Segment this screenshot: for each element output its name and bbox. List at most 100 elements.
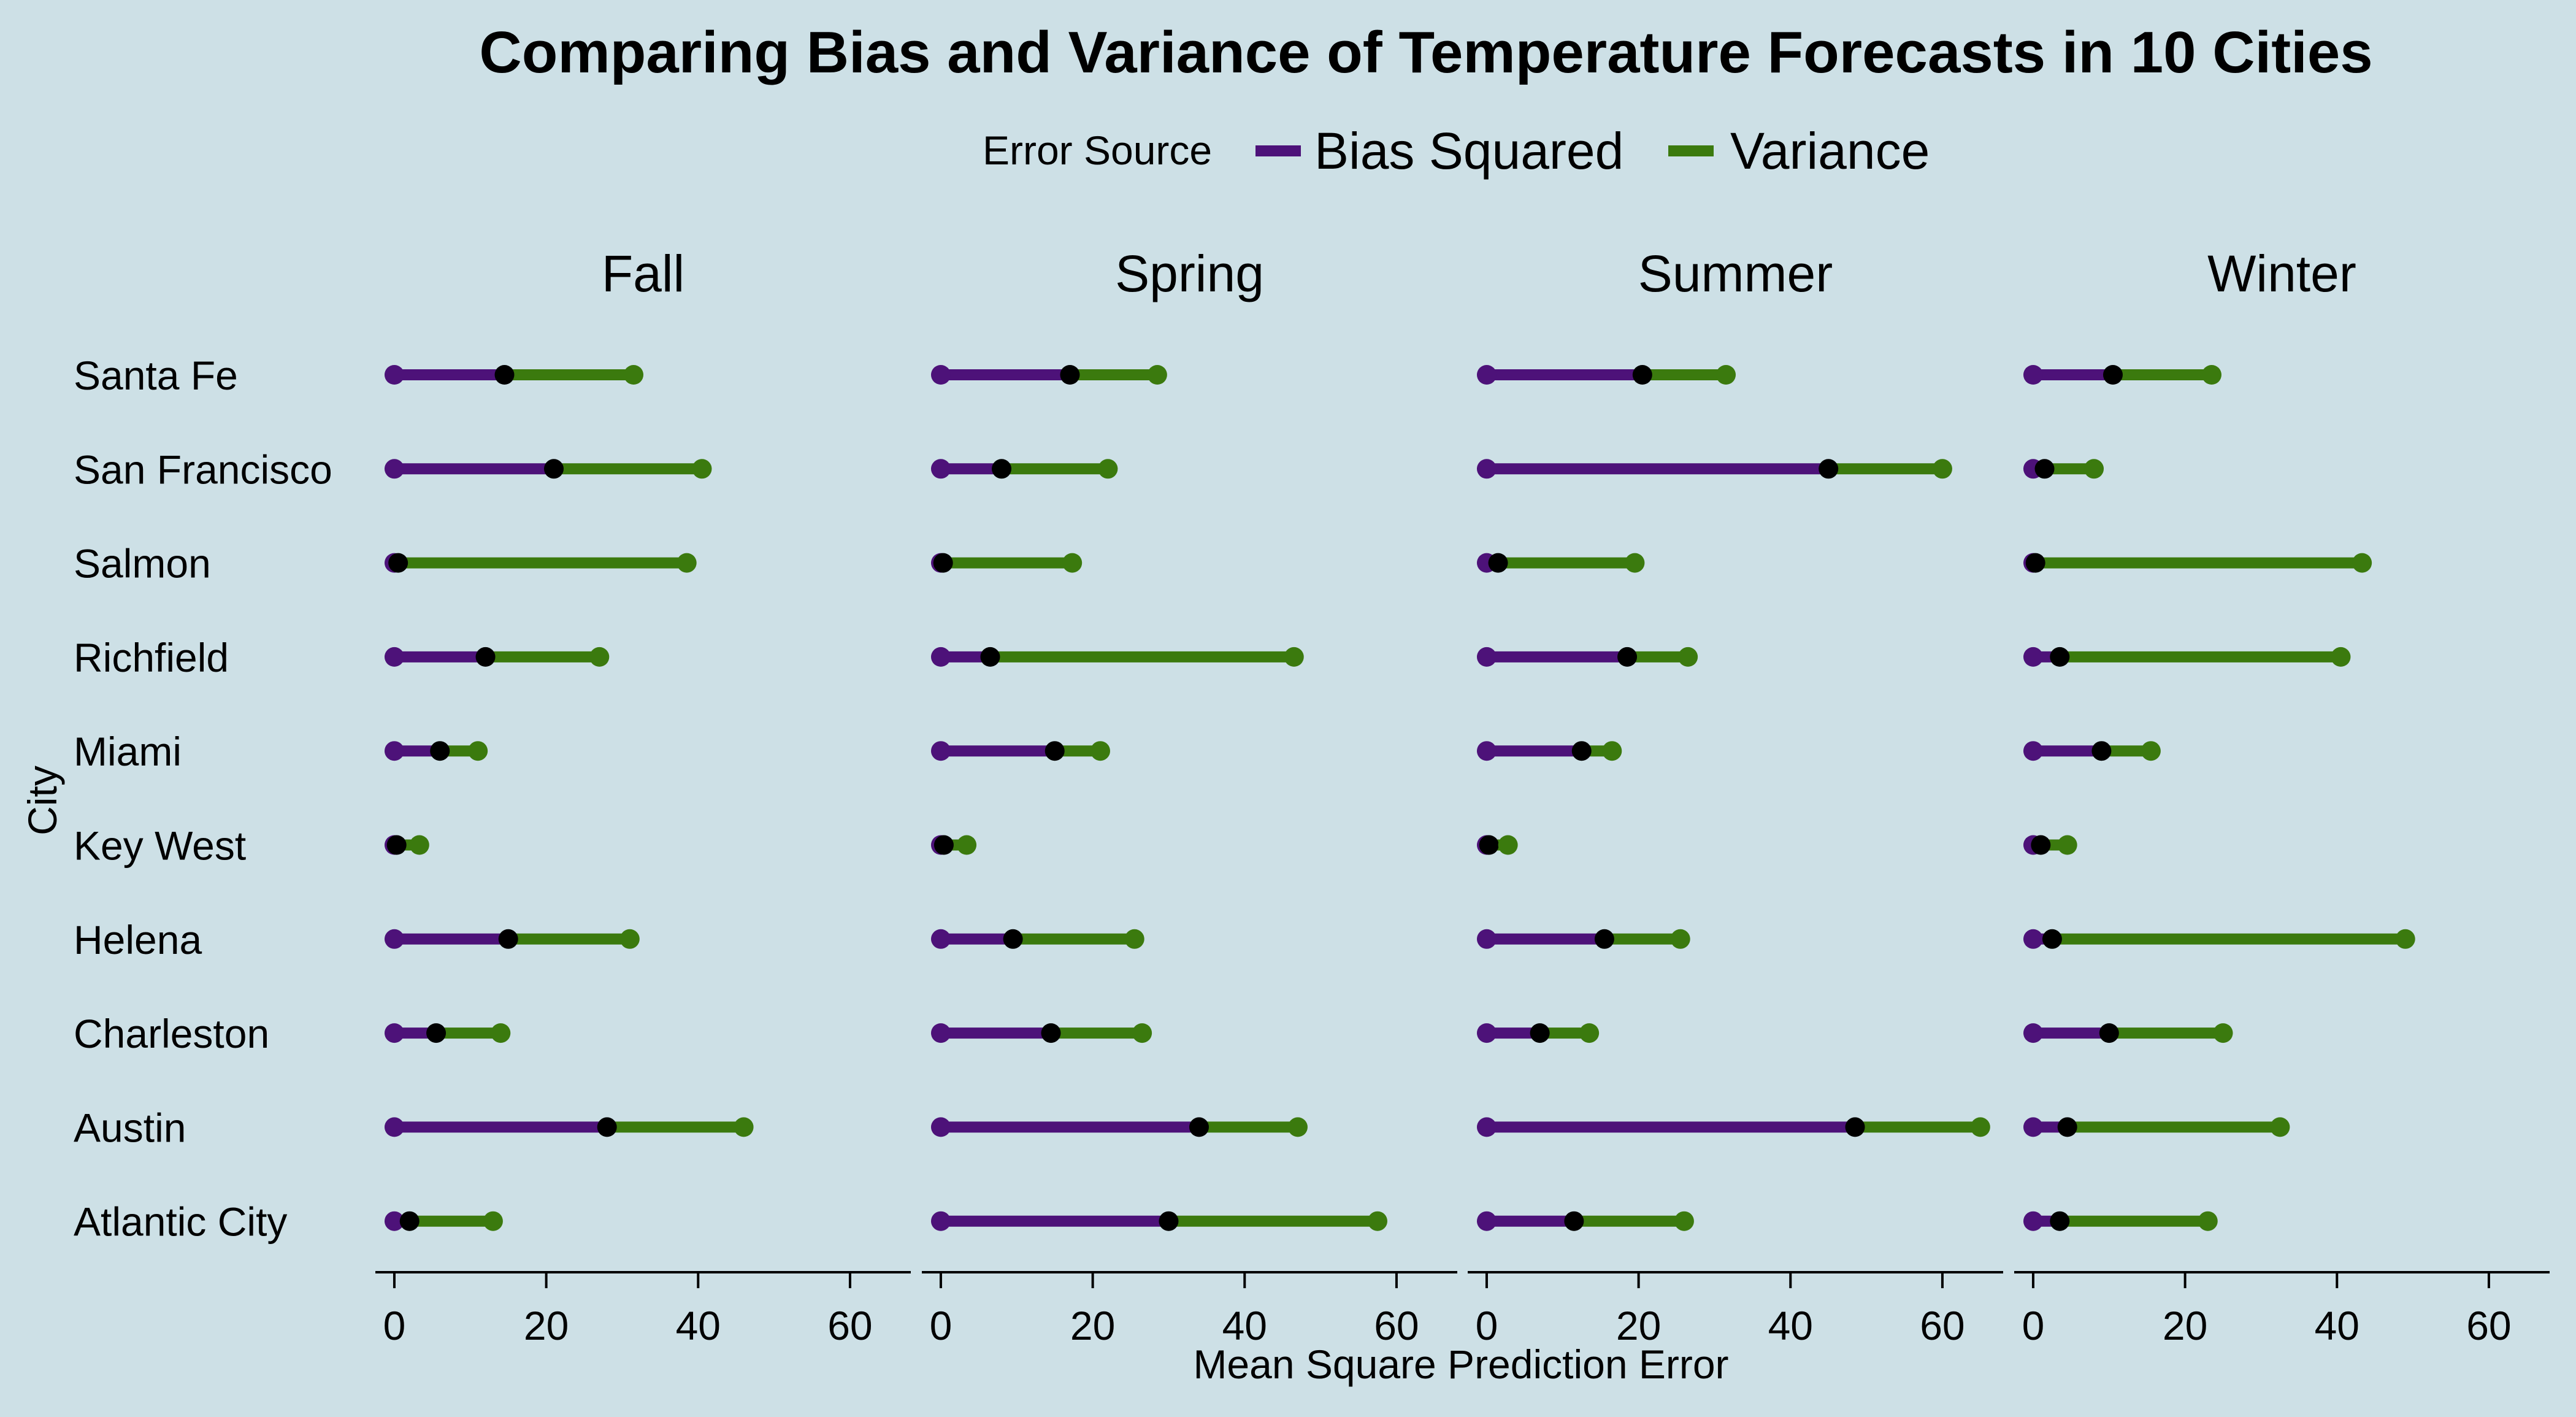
start-point-summer-miami xyxy=(1476,741,1497,761)
city-label-salmon: Salmon xyxy=(74,541,211,586)
x-tick-label-winter-40: 40 xyxy=(2315,1303,2359,1348)
bias-point-summer-santa-fe xyxy=(1632,365,1652,385)
total-point-summer-atlantic-city xyxy=(1674,1211,1694,1231)
total-point-summer-miami xyxy=(1602,741,1622,761)
bias-point-fall-helena xyxy=(498,929,518,949)
total-point-spring-helena xyxy=(1124,929,1144,949)
bias-point-fall-richfield xyxy=(475,647,496,667)
bias-point-spring-san-francisco xyxy=(992,459,1012,479)
bias-point-winter-salmon xyxy=(2025,553,2045,573)
bias-point-spring-helena xyxy=(1003,929,1023,949)
city-label-san-francisco: San Francisco xyxy=(74,447,332,492)
total-point-spring-key-west xyxy=(957,835,977,855)
y-axis-title: City xyxy=(20,766,65,835)
total-point-spring-miami xyxy=(1091,741,1110,761)
start-point-fall-richfield xyxy=(384,647,404,667)
bias-point-winter-key-west xyxy=(2031,835,2051,855)
x-axis-title: Mean Square Prediction Error xyxy=(1193,1342,1728,1387)
x-tick-label-winter-60: 60 xyxy=(2466,1303,2511,1348)
start-point-fall-helena xyxy=(384,929,404,949)
bias-point-summer-atlantic-city xyxy=(1564,1211,1584,1231)
city-label-austin: Austin xyxy=(74,1105,186,1150)
start-point-spring-austin xyxy=(930,1117,951,1137)
x-tick-label-fall-0: 0 xyxy=(383,1303,406,1348)
chart-title: Comparing Bias and Variance of Temperatu… xyxy=(479,20,2372,85)
bias-point-winter-atlantic-city xyxy=(2050,1211,2070,1231)
start-point-winter-atlantic-city xyxy=(2023,1211,2043,1231)
bias-point-fall-santa-fe xyxy=(494,365,515,385)
x-tick-label-summer-60: 60 xyxy=(1920,1303,1965,1348)
bias-point-spring-salmon xyxy=(933,553,953,573)
facet-panel-winter: Winter 0 20 40 60 xyxy=(2014,245,2550,1348)
start-point-summer-austin xyxy=(1476,1117,1497,1137)
bias-point-summer-charleston xyxy=(1530,1023,1550,1043)
start-point-fall-austin xyxy=(384,1117,404,1137)
legend: Error Source Bias Squared Variance xyxy=(983,122,1930,180)
start-point-spring-san-francisco xyxy=(930,459,951,479)
total-point-winter-salmon xyxy=(2352,553,2372,573)
total-point-winter-key-west xyxy=(2057,835,2077,855)
start-point-winter-austin xyxy=(2023,1117,2043,1137)
bias-point-summer-austin xyxy=(1845,1117,1865,1137)
bias-point-fall-charleston xyxy=(426,1023,447,1043)
facet-label-fall: Fall xyxy=(602,245,684,302)
total-point-winter-santa-fe xyxy=(2201,365,2221,385)
total-point-spring-santa-fe xyxy=(1147,365,1167,385)
bias-point-winter-san-francisco xyxy=(2034,459,2055,479)
bias-point-spring-richfield xyxy=(980,647,1000,667)
start-point-winter-helena xyxy=(2023,929,2043,949)
bias-point-fall-miami xyxy=(430,741,450,761)
total-point-fall-helena xyxy=(619,929,640,949)
bias-point-winter-santa-fe xyxy=(2103,365,2123,385)
bias-point-summer-salmon xyxy=(1488,553,1508,573)
start-point-fall-san-francisco xyxy=(384,459,404,479)
total-point-spring-salmon xyxy=(1062,553,1083,573)
legend-label-bias-squared: Bias Squared xyxy=(1314,122,1623,180)
bias-point-summer-key-west xyxy=(1479,835,1499,855)
bias-point-winter-charleston xyxy=(2099,1023,2119,1043)
total-point-summer-santa-fe xyxy=(1716,365,1736,385)
total-point-summer-helena xyxy=(1670,929,1690,949)
x-tick-label-winter-0: 0 xyxy=(2022,1303,2045,1348)
total-point-summer-key-west xyxy=(1498,835,1518,855)
x-tick-label-fall-20: 20 xyxy=(524,1303,569,1348)
bias-point-spring-austin xyxy=(1189,1117,1209,1137)
bias-point-fall-atlantic-city xyxy=(399,1211,420,1231)
start-point-summer-atlantic-city xyxy=(1476,1211,1497,1231)
bias-point-spring-key-west xyxy=(933,835,954,855)
facet-panel-summer: Summer 0 20 40 60 xyxy=(1468,245,2003,1348)
total-point-winter-helena xyxy=(2395,929,2415,949)
city-label-charleston: Charleston xyxy=(74,1011,269,1056)
start-point-spring-santa-fe xyxy=(930,365,951,385)
facet-label-winter: Winter xyxy=(2207,245,2356,302)
total-point-winter-miami xyxy=(2141,741,2161,761)
x-tick-label-summer-40: 40 xyxy=(1768,1303,1813,1348)
total-point-fall-salmon xyxy=(677,553,697,573)
bias-point-spring-miami xyxy=(1045,741,1065,761)
start-point-summer-richfield xyxy=(1476,647,1497,667)
total-point-spring-charleston xyxy=(1132,1023,1152,1043)
city-label-miami: Miami xyxy=(74,729,182,774)
bias-point-winter-richfield xyxy=(2050,647,2070,667)
bias-point-spring-atlantic-city xyxy=(1159,1211,1179,1231)
start-point-winter-richfield xyxy=(2023,647,2043,667)
total-point-fall-austin xyxy=(734,1117,754,1137)
bias-point-spring-charleston xyxy=(1041,1023,1061,1043)
total-point-spring-san-francisco xyxy=(1098,459,1118,479)
facet-label-spring: Spring xyxy=(1115,245,1264,302)
facet-label-summer: Summer xyxy=(1638,245,1833,302)
total-point-summer-charleston xyxy=(1579,1023,1600,1043)
x-tick-label-summer-20: 20 xyxy=(1616,1303,1661,1348)
city-label-richfield: Richfield xyxy=(74,635,229,680)
facet-panel-fall: Fall 0 20 40 60 xyxy=(375,245,911,1348)
city-label-helena: Helena xyxy=(74,917,202,962)
x-tick-label-spring-20: 20 xyxy=(1070,1303,1115,1348)
start-point-spring-charleston xyxy=(930,1023,951,1043)
total-point-summer-austin xyxy=(1970,1117,1990,1137)
total-point-spring-richfield xyxy=(1284,647,1304,667)
total-point-summer-salmon xyxy=(1625,553,1645,573)
total-point-summer-richfield xyxy=(1678,647,1698,667)
total-point-summer-san-francisco xyxy=(1932,459,1952,479)
